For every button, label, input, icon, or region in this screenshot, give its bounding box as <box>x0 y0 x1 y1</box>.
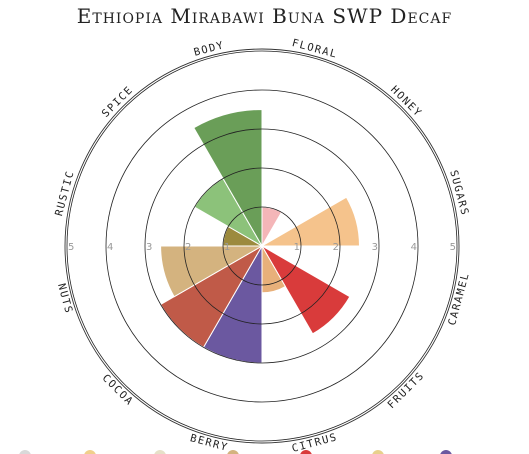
tick-label: 4 <box>411 242 417 253</box>
tick-labels: 1 1 2 2 3 3 4 4 5 5 <box>68 242 456 253</box>
grid-ring <box>222 206 302 286</box>
category-label-floral: FLORAL <box>291 37 339 61</box>
legend-swatch <box>372 450 384 454</box>
category-label-citrus: CITRUS <box>291 431 339 454</box>
legend-swatch <box>440 450 452 454</box>
category-label-rustic: RUSTIC <box>53 169 77 217</box>
slice-nuts <box>160 245 264 298</box>
tick-label: 5 <box>450 242 456 253</box>
grid-ring <box>144 128 380 364</box>
legend-swatch <box>154 450 166 454</box>
slices-layer <box>159 108 361 364</box>
legend-swatch <box>84 450 96 454</box>
tick-label: 4 <box>107 242 113 253</box>
slice-sugars <box>260 196 361 247</box>
tick-label: 3 <box>372 242 378 253</box>
tick-label: 2 <box>185 242 191 253</box>
tick-label: 2 <box>333 242 339 253</box>
grid-ring <box>66 50 458 442</box>
grid-ring <box>105 89 419 403</box>
category-label-fruits: FRUITS <box>385 369 427 411</box>
category-label-sugars: SUGARS <box>447 169 471 217</box>
category-label-nuts: NUTS <box>55 282 75 315</box>
tick-label: 5 <box>68 242 74 253</box>
outer-ring <box>64 48 460 444</box>
legend-swatch <box>19 450 31 454</box>
slice-body <box>193 108 263 248</box>
legend-swatch <box>227 450 239 454</box>
rings-layer <box>64 48 460 444</box>
chart-title: Ethiopia Mirabawi Buna SWP Decaf <box>76 4 453 28</box>
legend-swatch <box>300 450 312 454</box>
tick-label: 1 <box>224 242 230 253</box>
slice-fruits <box>260 244 351 335</box>
tick-label: 1 <box>294 242 300 253</box>
grid-ring <box>183 167 341 325</box>
legend <box>19 450 452 454</box>
tick-label: 3 <box>146 242 152 253</box>
